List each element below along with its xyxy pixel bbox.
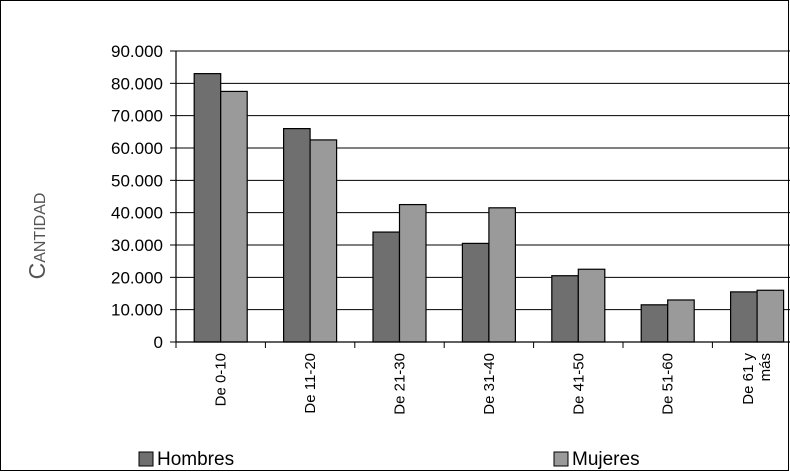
y-tick-label: 90.000: [111, 42, 163, 61]
x-tick-label: De 41-50: [570, 353, 587, 415]
legend-swatch-hombres: [139, 452, 153, 466]
x-tick-label-line: De 51-60: [660, 353, 677, 415]
bar-mujeres-2: [310, 140, 337, 342]
y-tick-label: 0: [154, 333, 163, 352]
x-tick-label: De 51-60: [660, 353, 677, 415]
y-tick-label: 50.000: [111, 171, 163, 190]
y-tick-label: 30.000: [111, 236, 163, 255]
x-tick-label-text: De 0-10: [213, 353, 230, 406]
legend-label-hombres: Hombres: [157, 449, 234, 470]
x-tick-label: De 31-40: [481, 353, 498, 415]
y-tick-label: 70.000: [111, 107, 163, 126]
bar-mujeres-4: [489, 208, 516, 342]
y-tick-label: 40.000: [111, 204, 163, 223]
legend-swatch-mujeres: [554, 452, 568, 466]
bar-hombres-7: [731, 292, 758, 342]
bar-mujeres-1: [221, 91, 248, 342]
bar-hombres-5: [552, 276, 579, 342]
y-axis-label-rest: ANTIDAD: [32, 193, 49, 263]
x-tick-label-line: De 11-20: [302, 353, 319, 414]
x-tick-label-text: De 41-50: [570, 353, 587, 415]
x-tick-label: De 61 ymás: [740, 353, 774, 405]
x-tick-label-text: De 31-40: [481, 353, 498, 415]
x-tick-label: De 21-30: [392, 353, 409, 415]
x-tick-label-text: De 51-60: [660, 353, 677, 415]
bar-hombres-3: [373, 232, 400, 342]
y-tick-label: 60.000: [111, 139, 163, 158]
bar-hombres-6: [641, 305, 668, 342]
x-tick-label-text: De 61 ymás: [740, 353, 774, 405]
y-axis-title: CANTIDAD: [24, 193, 50, 280]
y-tick-label: 20.000: [111, 268, 163, 287]
bar-mujeres-3: [400, 205, 427, 342]
y-axis-label: CANTIDAD: [24, 193, 50, 280]
y-axis-label-initial: C: [24, 263, 50, 280]
y-tick-label: 80.000: [111, 74, 163, 93]
legend: Hombres Mujeres: [139, 449, 640, 470]
bar-mujeres-7: [757, 290, 784, 342]
y-tick-labels: 0 10.000 20.000 30.000 40.000 50.000 60.000 70.…: [111, 42, 163, 352]
x-tick-label-text: De 11-20: [302, 353, 319, 414]
legend-label-mujeres: Mujeres: [572, 449, 640, 470]
x-tick-label-line: De 21-30: [392, 353, 409, 415]
bar-mujeres-5: [578, 269, 605, 342]
x-tick-label-line: De 0-10: [213, 353, 230, 406]
bars: [194, 74, 783, 342]
x-tick-label-line: De 31-40: [481, 353, 498, 415]
x-tick-label: De 11-20: [302, 353, 319, 414]
bar-hombres-4: [462, 243, 489, 342]
bar-mujeres-6: [668, 300, 695, 342]
bar-hombres-2: [284, 129, 311, 342]
x-tick-label: De 0-10: [213, 353, 230, 406]
x-tick-label-line: más: [757, 353, 774, 381]
x-tick-label-text: De 21-30: [392, 353, 409, 415]
x-tick-label-line: De 61 y: [740, 353, 757, 405]
bar-hombres-1: [194, 74, 221, 342]
y-tick-label: 10.000: [111, 301, 163, 320]
x-tick-label-line: De 41-50: [570, 353, 587, 415]
x-tick-labels: De 0-10 De 11-20 De 21-30 De 31-40 De 41-50 D…: [213, 353, 774, 415]
